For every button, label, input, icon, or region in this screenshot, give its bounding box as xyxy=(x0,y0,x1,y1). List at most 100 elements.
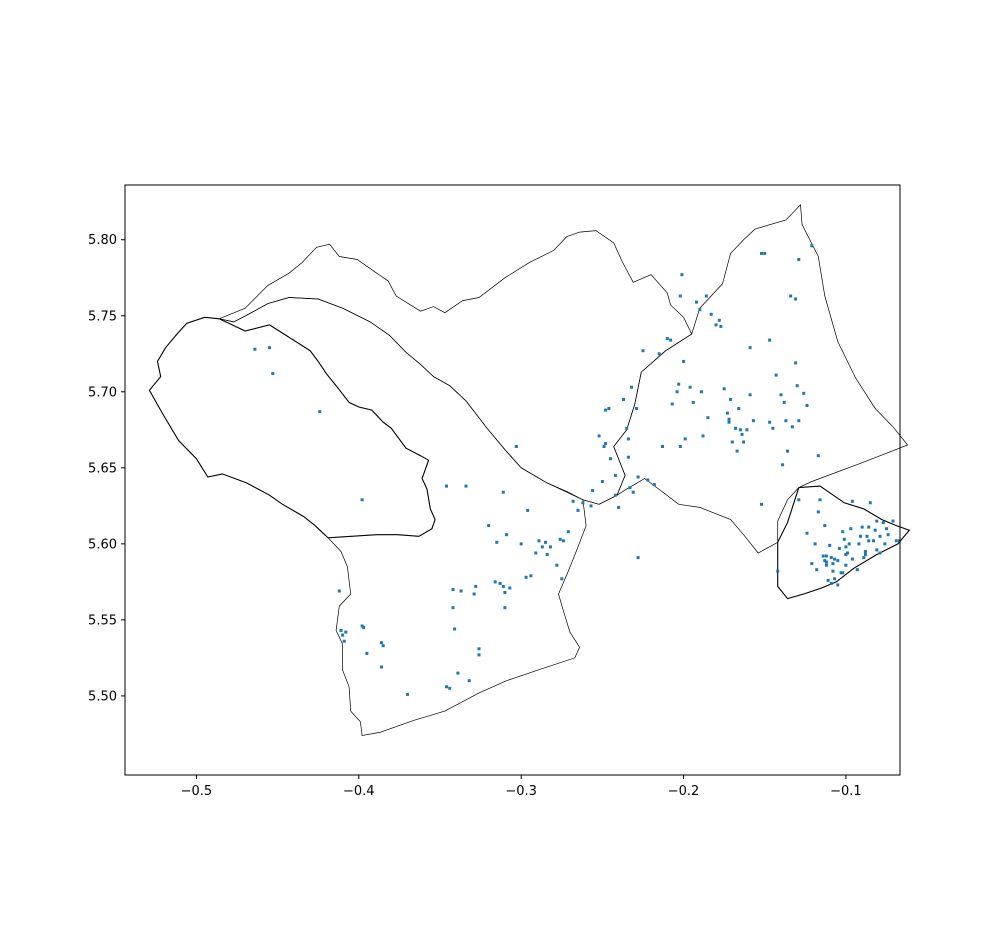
data-point xyxy=(560,577,564,581)
data-point xyxy=(558,537,562,541)
data-point xyxy=(678,294,682,298)
data-point xyxy=(717,318,721,322)
data-point xyxy=(271,372,275,376)
data-point xyxy=(493,580,497,584)
data-point xyxy=(829,581,833,585)
data-point xyxy=(751,419,755,423)
data-point xyxy=(683,437,687,441)
data-point xyxy=(826,578,830,582)
data-point xyxy=(548,545,552,549)
data-point xyxy=(847,542,851,546)
data-point xyxy=(597,434,601,438)
data-point xyxy=(607,407,611,410)
data-point xyxy=(534,551,538,555)
data-point xyxy=(849,527,853,531)
data-point xyxy=(881,521,885,525)
data-point xyxy=(495,540,499,544)
data-point xyxy=(268,346,271,350)
data-point xyxy=(816,510,820,514)
data-point xyxy=(318,410,322,414)
x-tick-label: −0.3 xyxy=(505,784,537,799)
data-point xyxy=(745,428,749,432)
data-point xyxy=(360,624,364,628)
data-point xyxy=(526,508,530,512)
data-point xyxy=(818,498,822,502)
data-point xyxy=(894,539,898,543)
data-point xyxy=(555,563,559,567)
data-point xyxy=(406,692,409,696)
data-point xyxy=(828,543,832,547)
data-point xyxy=(508,586,512,590)
data-point xyxy=(646,478,650,482)
data-point xyxy=(677,382,681,386)
data-point xyxy=(797,258,801,261)
data-point xyxy=(727,417,731,421)
data-point xyxy=(768,420,772,424)
data-point xyxy=(701,434,705,438)
data-point xyxy=(824,554,828,558)
data-point xyxy=(782,400,786,404)
data-point xyxy=(464,484,468,488)
data-point xyxy=(566,530,570,534)
data-point xyxy=(380,665,383,669)
data-point xyxy=(786,449,789,453)
data-point xyxy=(698,308,702,312)
y-axis-ticks: 5.50 5.55 5.60 5.65 5.70 5.75 5.80 xyxy=(88,233,125,704)
data-point xyxy=(342,639,346,643)
data-point xyxy=(544,540,547,544)
data-point xyxy=(824,560,828,564)
data-point xyxy=(501,490,505,494)
data-point xyxy=(519,542,523,546)
data-point xyxy=(833,557,837,561)
data-point xyxy=(380,641,383,645)
data-point xyxy=(675,390,679,394)
data-point xyxy=(669,338,673,342)
data-point xyxy=(617,505,621,509)
data-point xyxy=(445,685,448,689)
data-point xyxy=(883,542,887,546)
data-point xyxy=(477,653,481,657)
data-point xyxy=(678,445,682,448)
data-point xyxy=(631,490,635,494)
data-point xyxy=(581,501,585,505)
data-point xyxy=(742,440,746,444)
data-point xyxy=(628,486,632,490)
data-point xyxy=(503,606,507,610)
data-point xyxy=(878,534,882,538)
data-point xyxy=(885,527,888,531)
data-point xyxy=(844,545,848,549)
data-point xyxy=(740,432,744,436)
data-point xyxy=(524,575,528,579)
y-tick-label: 5.60 xyxy=(88,537,117,552)
data-point xyxy=(831,569,835,573)
data-point xyxy=(339,629,343,632)
data-point xyxy=(846,551,850,555)
data-point xyxy=(760,502,763,506)
data-point xyxy=(600,480,604,483)
data-point xyxy=(505,533,509,537)
data-point xyxy=(748,346,752,350)
data-point xyxy=(815,568,819,572)
data-point xyxy=(789,294,793,298)
data-point xyxy=(823,524,827,528)
data-point xyxy=(735,449,739,453)
data-point xyxy=(863,553,867,556)
data-point xyxy=(784,419,788,423)
district-boundary xyxy=(219,297,587,736)
data-point xyxy=(451,606,455,610)
data-point xyxy=(613,473,617,477)
data-point xyxy=(873,528,877,532)
data-point xyxy=(625,426,629,430)
y-tick-label: 5.65 xyxy=(88,461,117,476)
data-point xyxy=(704,294,708,298)
data-point xyxy=(365,651,369,655)
data-point xyxy=(842,537,846,541)
district-boundary xyxy=(148,316,436,539)
data-point xyxy=(545,553,549,556)
y-tick-label: 5.80 xyxy=(88,233,117,248)
data-point xyxy=(790,425,794,429)
data-point xyxy=(341,633,345,637)
data-point xyxy=(537,539,541,543)
